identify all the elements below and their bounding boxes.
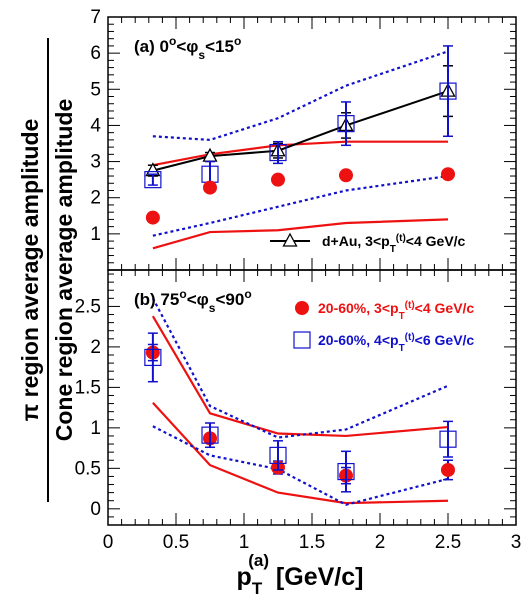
x-tick-label: 0.5 (163, 532, 189, 553)
y-tick-label: 0.5 (75, 458, 101, 479)
blue-dotted-band (152, 425, 449, 506)
y-tick-label: 1 (90, 418, 101, 439)
y-tick-label: 5 (90, 79, 101, 100)
y-tick-label: 7 (90, 7, 101, 28)
red-solid-band (151, 315, 449, 438)
y-tick-label: 2 (90, 337, 101, 358)
data-point-square (144, 171, 162, 189)
y-tick-label: 2.5 (75, 296, 101, 317)
panel-top: 1 2 3 4 5 6 7 (a) 0o<φs<15o d+Au, 3<pT(t)<4 GeV/… (90, 7, 517, 271)
data-point-circle (441, 462, 455, 477)
y-tick-label: 0 (90, 499, 101, 520)
data-point-square (439, 82, 457, 100)
legend-label: 20-60%, 4<pT(t)<6 GeV/c (318, 332, 474, 354)
data-point-square (337, 115, 355, 133)
data-point-circle (271, 172, 285, 187)
legend-label: d+Au, 3<pT(t)<4 GeV/c (322, 233, 466, 255)
blue-dotted-band (152, 174, 449, 237)
legend-label: 20-60%, 3<pT(t)<4 GeV/c (318, 300, 474, 322)
panel-label: (b) 75o<φs<90o (134, 287, 252, 315)
x-tick-label: 1.5 (299, 532, 325, 553)
legend-circle (295, 301, 309, 315)
data-point-square (269, 446, 287, 464)
x-tick-label: 1 (239, 532, 250, 553)
y-tick-label: 1 (90, 224, 101, 245)
data-point-circle (441, 167, 455, 182)
y-tick-label: 6 (90, 43, 101, 64)
panels-layer: 1 2 3 4 5 6 7 (a) 0o<φs<15o d+Au, 3<pT(t)<4 GeV/… (75, 7, 517, 526)
y-axis-numerator: π region average amplitude (17, 119, 43, 422)
y-tick-label: 2 (90, 188, 101, 209)
y-axis-title: π region average amplitude Cone region av… (17, 38, 77, 502)
dau-line (152, 90, 449, 172)
data-point-square (201, 426, 219, 444)
data-point-square (144, 348, 162, 367)
data-point-circle (145, 210, 160, 225)
y-axis-denominator: Cone region average amplitude (51, 99, 77, 442)
data-point-circle (203, 180, 217, 195)
panel-label: (a) 0o<φs<15o (134, 34, 241, 62)
y-tick-label: 3 (90, 152, 101, 173)
x-tick-label: 3 (511, 532, 522, 553)
legend-square (293, 331, 311, 349)
red-solid-band (152, 402, 449, 505)
y-tick-label: 4 (90, 115, 101, 136)
data-point-square (337, 462, 355, 481)
red-solid-band (152, 218, 449, 250)
data-point-circle (339, 168, 353, 183)
red-solid-band (152, 140, 448, 167)
shared-axis-layer: 0 0.5 1 1.5 2 2.5 3 pT(a) [GeV/c] π region avera… (17, 38, 521, 598)
blue-dotted-band (152, 50, 449, 141)
data-point-square (439, 430, 457, 448)
panel-bottom: 0 0.5 1 1.5 2 2.5 (b) 75o<φs<90o 20-60%, 3<pT(t… (75, 269, 517, 526)
x-tick-label: 0 (103, 532, 114, 553)
y-tick-label: 1.5 (75, 377, 101, 398)
x-tick-label: 2 (375, 532, 386, 553)
legend-triangle (282, 232, 298, 247)
data-point-square (269, 143, 287, 162)
x-axis-title: pT(a) [GeV/c] (237, 551, 364, 598)
blue-dotted-band (151, 297, 449, 439)
x-tick-label: 2.5 (435, 532, 461, 553)
